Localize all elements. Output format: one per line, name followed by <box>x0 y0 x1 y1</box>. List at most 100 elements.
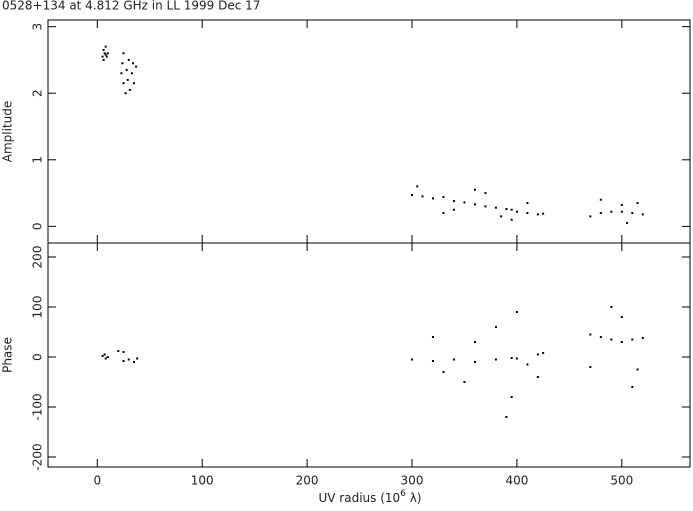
data-point <box>526 363 529 366</box>
data-point <box>641 213 644 216</box>
data-point <box>599 212 602 215</box>
data-point <box>130 72 133 75</box>
data-point <box>631 338 634 341</box>
data-point <box>463 381 466 383</box>
data-point <box>641 337 644 339</box>
data-point <box>122 360 125 362</box>
x-label-end: λ) <box>406 491 422 505</box>
x-label-sup: 6 <box>400 489 406 499</box>
data-point <box>431 336 434 338</box>
data-point <box>128 88 131 91</box>
data-point <box>431 360 434 362</box>
data-point <box>631 386 634 388</box>
data-point <box>589 215 592 218</box>
data-point <box>133 361 136 363</box>
x-tick-label: 400 <box>505 474 528 488</box>
data-point <box>536 213 539 216</box>
x-axis-label: UV radius (106 λ) <box>318 489 421 505</box>
data-point <box>106 356 109 358</box>
data-point <box>102 48 105 51</box>
data-point <box>631 212 634 215</box>
x-tick-label: 100 <box>191 474 214 488</box>
x-tick-label: 500 <box>610 474 633 488</box>
data-point <box>120 72 123 75</box>
data-point <box>510 218 513 221</box>
data-point <box>122 52 125 55</box>
data-point <box>102 58 105 61</box>
x-tick-label: 0 <box>93 474 101 488</box>
data-point <box>101 355 104 357</box>
data-point <box>136 357 139 360</box>
data-point <box>484 192 487 195</box>
data-point <box>122 351 125 353</box>
data-point <box>135 65 138 68</box>
data-point <box>103 52 106 55</box>
data-point <box>431 197 434 200</box>
data-point <box>536 353 539 356</box>
data-point <box>452 200 455 203</box>
data-point <box>599 198 602 201</box>
data-point <box>416 185 419 188</box>
data-point <box>105 55 108 58</box>
data-point <box>626 222 629 225</box>
data-point <box>473 203 476 206</box>
y-tick-label: -200 <box>31 443 45 470</box>
plot-frame <box>47 19 691 244</box>
data-point <box>104 357 107 360</box>
data-point <box>620 210 623 213</box>
data-point <box>526 212 529 215</box>
x-tick-label: 200 <box>296 474 319 488</box>
data-point <box>589 366 592 368</box>
data-point <box>526 202 529 205</box>
data-point <box>610 306 613 308</box>
chart-title: 0528+134 at 4.812 GHz in LL 1999 Dec 17 <box>2 0 260 13</box>
data-point <box>473 361 476 363</box>
data-point <box>131 62 134 65</box>
data-point <box>104 53 107 56</box>
data-point <box>421 195 424 198</box>
y-axis-label: Amplitude <box>1 101 15 163</box>
data-point <box>133 82 136 85</box>
data-point <box>505 416 508 418</box>
y-tick-label: 0 <box>31 353 45 361</box>
y-tick-label: -100 <box>31 393 45 420</box>
data-point <box>442 212 445 215</box>
data-point <box>106 52 109 55</box>
data-point <box>125 68 128 71</box>
data-point <box>510 396 513 398</box>
data-point <box>620 204 623 207</box>
y-axis-label: Phase <box>1 337 15 373</box>
data-point <box>127 58 130 61</box>
data-point <box>463 201 466 204</box>
data-point <box>442 196 445 199</box>
x-tick-label: 300 <box>401 474 424 488</box>
data-point <box>515 357 518 360</box>
data-point <box>494 326 497 328</box>
data-point <box>542 212 545 215</box>
y-tick-label: 3 <box>31 23 45 31</box>
data-point <box>610 210 613 213</box>
data-point <box>121 62 124 65</box>
plot-frame <box>47 242 691 468</box>
data-point <box>599 336 602 338</box>
data-point <box>510 208 513 211</box>
data-point <box>536 376 539 378</box>
data-point <box>103 353 106 356</box>
data-point <box>589 333 592 336</box>
data-point <box>101 55 104 58</box>
data-point <box>473 188 476 191</box>
data-point <box>542 352 545 354</box>
y-tick-label: 2 <box>31 89 45 97</box>
x-label-text: UV radius (10 <box>318 491 400 505</box>
data-point <box>124 92 127 95</box>
data-point <box>117 350 120 352</box>
data-point <box>505 208 508 211</box>
y-tick-label: 1 <box>31 156 45 164</box>
data-point <box>494 358 497 361</box>
data-point <box>411 194 414 197</box>
data-point <box>127 358 130 361</box>
data-point <box>620 316 623 318</box>
data-point <box>122 82 125 85</box>
data-point <box>442 371 445 373</box>
